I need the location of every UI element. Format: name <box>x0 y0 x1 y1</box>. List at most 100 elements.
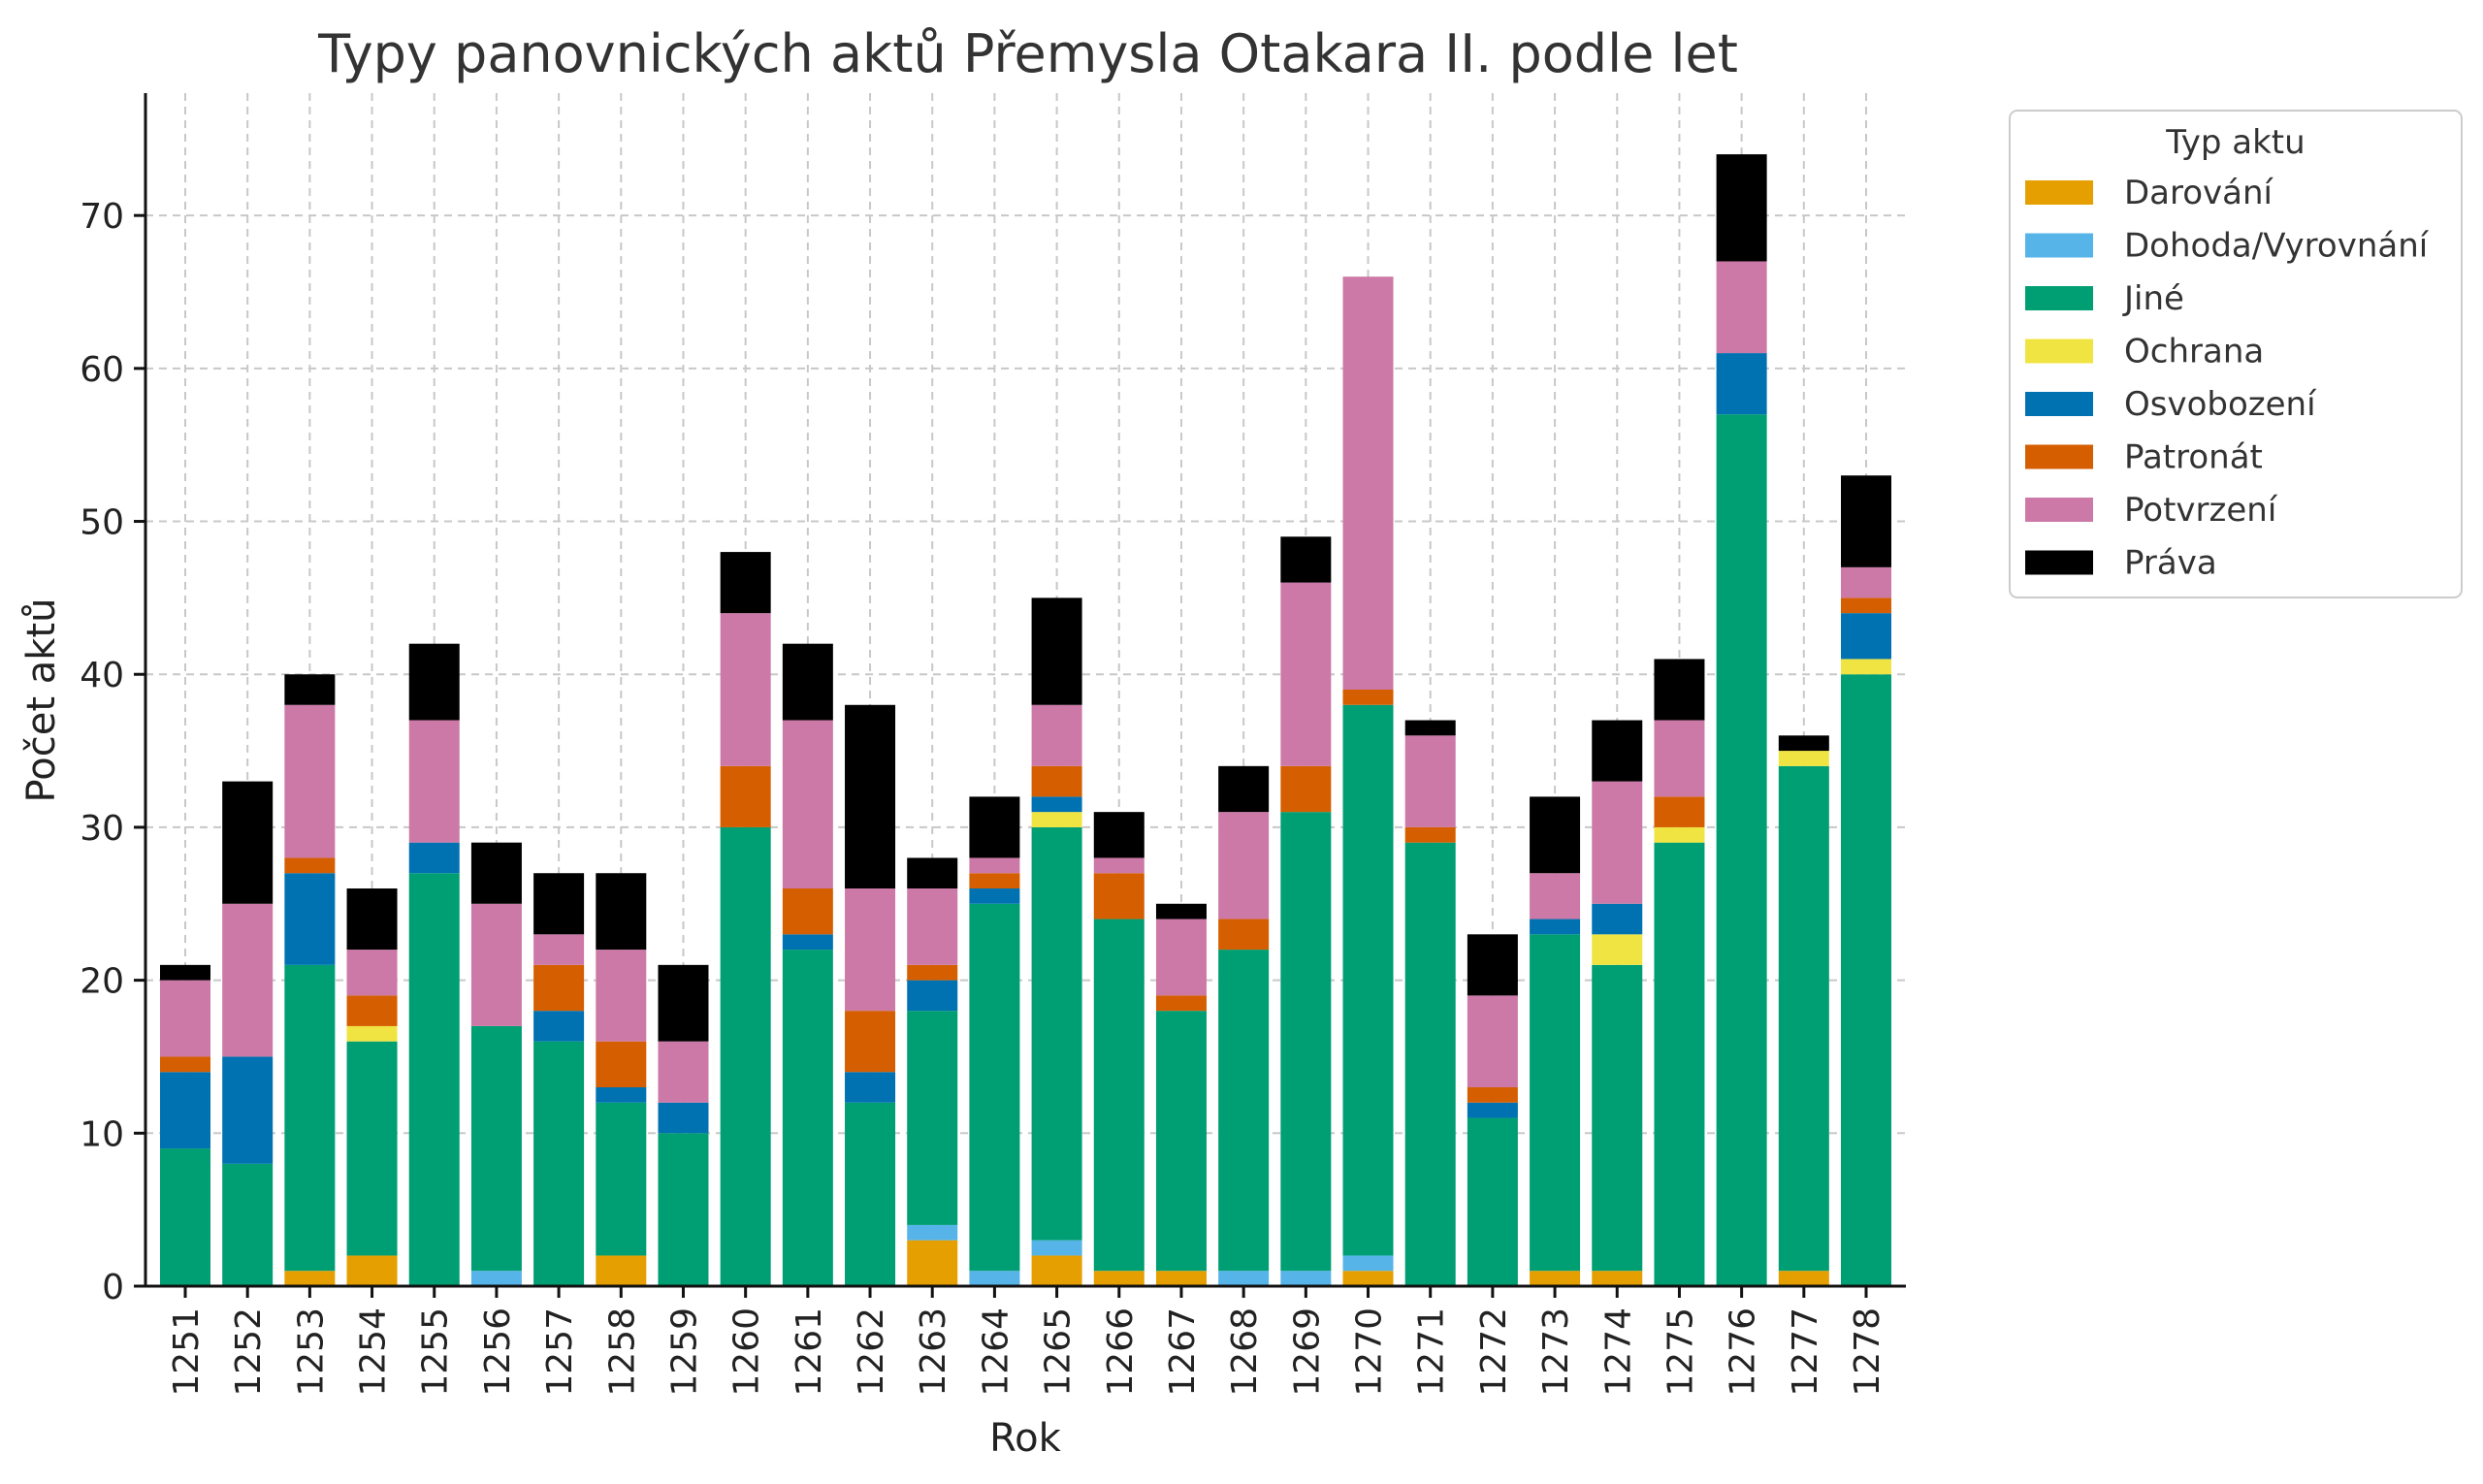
bar-segment <box>1031 826 1082 1241</box>
bar-segment <box>284 1271 336 1286</box>
bar-segment <box>1592 934 1643 965</box>
bar-segment <box>658 1102 709 1134</box>
bar-segment <box>907 1240 958 1286</box>
y-tick-label: 10 <box>80 1114 124 1154</box>
bar-segment <box>1404 826 1456 843</box>
legend-label: Patronát <box>2124 438 2263 477</box>
bar-segment <box>470 1271 522 1286</box>
bar-segment <box>1031 796 1082 813</box>
x-tick-label: 1255 <box>416 1307 456 1397</box>
bar-segment <box>1342 690 1394 705</box>
y-axis-label: Počet aktů <box>19 598 64 803</box>
bar-segment <box>1342 1271 1394 1286</box>
legend-items: Darování Dohoda/Vyrovnání Jiné Ochrana Osvob… <box>2025 174 2430 583</box>
legend-swatch <box>2025 498 2093 522</box>
bar-segment <box>346 950 398 996</box>
bar-segment <box>346 1041 398 1256</box>
bar-segment <box>782 950 833 1286</box>
bar-segment <box>284 857 336 874</box>
legend-swatch <box>2025 392 2093 416</box>
bar-segment <box>1218 812 1270 919</box>
bar-segment <box>720 826 771 1286</box>
bar-segment <box>596 950 647 1042</box>
bar-segment <box>782 720 833 888</box>
bar-segment <box>1031 704 1082 766</box>
bar-segment <box>1592 903 1643 935</box>
legend-label: Darování <box>2124 174 2274 212</box>
legend-swatch <box>2025 286 2093 310</box>
bar-segment <box>1778 751 1829 766</box>
bar-segment <box>969 796 1020 858</box>
bar-segment <box>1155 903 1207 919</box>
bar-segment <box>845 1102 896 1286</box>
bar-segment <box>533 1011 585 1042</box>
bar-segment <box>1778 1271 1829 1286</box>
bar-segment <box>782 643 833 721</box>
bar-segment <box>1404 842 1456 1286</box>
bar-segment <box>720 765 771 827</box>
bar-segment <box>1155 995 1207 1012</box>
bar-segment <box>1654 826 1705 843</box>
bar-segment <box>533 1041 585 1286</box>
y-ticks: 0 10 20 30 40 50 60 70 <box>80 197 145 1307</box>
x-axis-label: Rok <box>989 1416 1061 1461</box>
bar-segment <box>1218 919 1270 951</box>
bar-segment <box>1716 154 1767 262</box>
bar-segment <box>284 674 336 705</box>
bar-segment <box>1841 597 1891 614</box>
bar-segment <box>1467 995 1518 1087</box>
legend-frame <box>2009 110 2463 598</box>
bar-segment <box>1093 919 1145 1272</box>
x-tick-label: 1258 <box>602 1307 642 1397</box>
bar-segment <box>658 1041 709 1103</box>
bar-segment <box>1031 765 1082 797</box>
bar-segment <box>1031 1255 1082 1286</box>
x-tick-label: 1259 <box>664 1307 704 1397</box>
bar-segment <box>533 873 585 935</box>
bar-segment <box>1093 812 1145 858</box>
y-tick-label: 40 <box>80 656 124 695</box>
bar-segment <box>160 1148 210 1286</box>
x-tick-label: 1272 <box>1474 1307 1514 1397</box>
x-tick-label: 1252 <box>229 1307 269 1397</box>
bar-segment <box>1716 414 1767 1287</box>
bar-segment <box>782 888 833 935</box>
bar-segment <box>1592 964 1643 1272</box>
x-tick-label: 1262 <box>852 1307 891 1397</box>
y-tick-label: 0 <box>102 1268 124 1307</box>
x-tick-label: 1251 <box>167 1307 207 1397</box>
bar-segment <box>408 720 460 843</box>
bars-group <box>160 154 1891 1287</box>
legend-swatch <box>2025 180 2093 205</box>
bar-segment <box>1155 919 1207 996</box>
bar-segment <box>845 1072 896 1103</box>
x-tick-label: 1273 <box>1536 1307 1576 1397</box>
y-tick-label: 70 <box>80 197 124 237</box>
bar-segment <box>1031 812 1082 827</box>
bar-segment <box>907 888 958 965</box>
legend-label: Osvobození <box>2124 385 2317 424</box>
bar-segment <box>346 1025 398 1042</box>
x-tick-label: 1266 <box>1101 1307 1141 1397</box>
x-tick-label: 1257 <box>540 1307 580 1397</box>
bar-segment <box>1218 765 1270 813</box>
bar-segment <box>222 903 274 1057</box>
bar-segment <box>160 964 210 981</box>
bar-segment <box>1467 934 1518 996</box>
bar-segment <box>533 964 585 1012</box>
x-tick-label: 1265 <box>1039 1307 1079 1397</box>
x-tick-label: 1277 <box>1786 1307 1825 1397</box>
bar-segment <box>1342 704 1394 1256</box>
bar-segment <box>1280 812 1332 1272</box>
bar-segment <box>1592 1271 1643 1286</box>
bar-segment <box>470 842 522 904</box>
bar-segment <box>907 1011 958 1225</box>
legend-swatch <box>2025 444 2093 469</box>
bar-segment <box>1592 781 1643 904</box>
bar-segment <box>596 1102 647 1256</box>
x-tick-label: 1271 <box>1412 1307 1452 1397</box>
bar-segment <box>346 995 398 1026</box>
bar-segment <box>969 857 1020 874</box>
bar-segment <box>1342 276 1394 690</box>
x-tick-label: 1278 <box>1848 1307 1887 1397</box>
